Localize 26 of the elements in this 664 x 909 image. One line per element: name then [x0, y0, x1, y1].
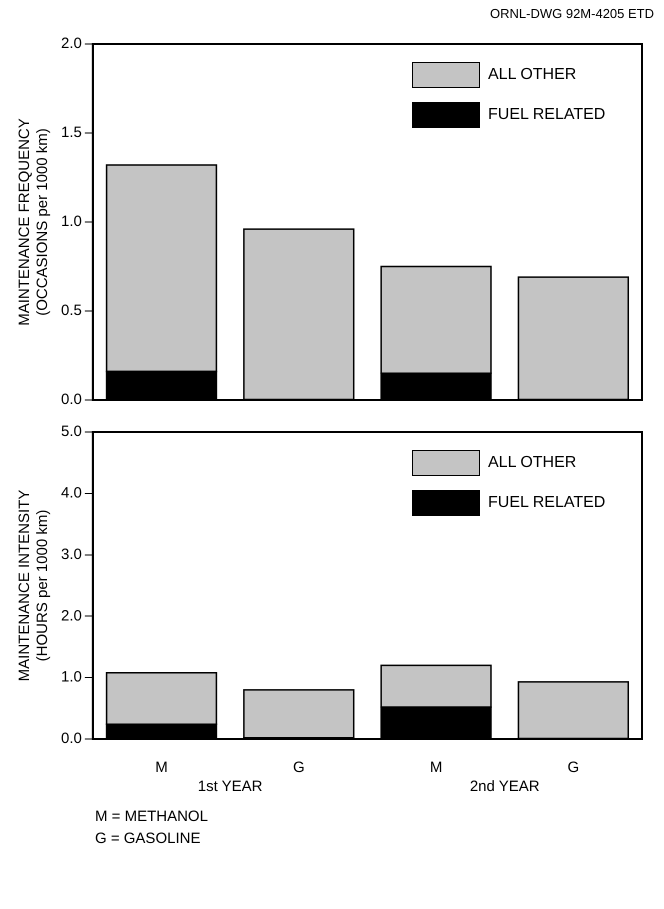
- y-axis-title: MAINTENANCE INTENSITY (HOURS per 1000 km): [16, 490, 52, 682]
- legend-label: ALL OTHER: [488, 454, 576, 472]
- y-tick-label: 2.0: [60, 35, 82, 52]
- y-axis-title: MAINTENANCE FREQUENCY (OCCASIONS per 1000 km): [16, 118, 52, 326]
- x-tick-label: G: [292, 759, 305, 776]
- legend-label: ALL OTHER: [488, 66, 576, 84]
- x-tick-label: G: [568, 759, 580, 776]
- text: G = GASOLINE: [95, 830, 200, 847]
- y-tick-label: 3.0: [60, 546, 82, 563]
- y-tick-label: 1.5: [60, 124, 82, 142]
- text: M = METHANOL: [95, 808, 208, 825]
- legend-label: FUEL RELATED: [488, 106, 606, 124]
- y-tick-label: 0.5: [60, 302, 82, 320]
- y-tick-label: 2.0: [60, 607, 82, 624]
- y-tick-label: 0.0: [60, 730, 82, 748]
- text: 1st YEAR: [198, 778, 263, 795]
- text: 2nd YEAR: [470, 778, 540, 795]
- y-tick-label: 4.0: [60, 484, 82, 502]
- y-tick-label: 1.0: [60, 668, 82, 686]
- x-tick-label: M: [430, 759, 442, 776]
- y-tick-label: 0.0: [60, 391, 82, 408]
- y-tick-label: 5.0: [60, 423, 82, 440]
- legend-label: FUEL RELATED: [488, 494, 606, 512]
- y-tick-label: 1.0: [60, 213, 82, 230]
- text: ORNL-DWG 92M-4205 ETD: [490, 6, 654, 21]
- x-tick-label: M: [155, 759, 168, 776]
